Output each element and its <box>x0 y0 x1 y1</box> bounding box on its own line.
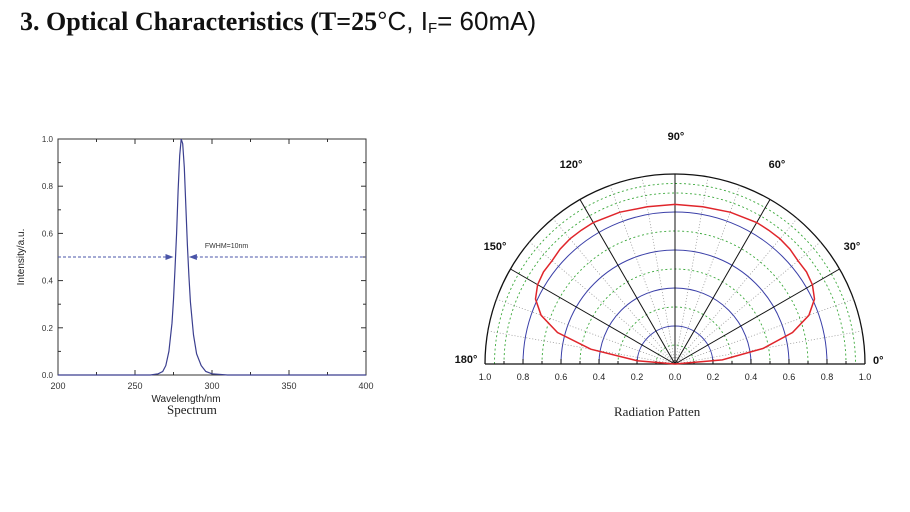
spectrum-line <box>58 138 366 376</box>
polar-radial-tick-label: 0.8 <box>517 372 530 382</box>
spectrum-y-axis-label: Intensity/a.u. <box>16 229 27 286</box>
polar-angle-label: 90° <box>668 131 685 143</box>
polar-angle-label: 180° <box>455 354 478 366</box>
polar-angle-label: 120° <box>560 159 583 171</box>
polar-radial-tick-label: 0.4 <box>593 372 606 382</box>
fwhm-left-arrow <box>165 254 174 260</box>
title-tail: = 60mA) <box>437 6 537 36</box>
polar-minor-ring <box>503 192 847 365</box>
radiation-pattern-line <box>534 203 816 365</box>
spectrum-y-tick-label: 0.0 <box>42 371 54 380</box>
polar-radial-tick-label: 0.0 <box>669 372 682 382</box>
polar-radial-tick-label: 0.8 <box>821 372 834 382</box>
polar-angle-label: 150° <box>484 241 507 253</box>
spectrum-x-tick-label: 400 <box>358 381 373 391</box>
polar-minor-spoke <box>674 241 821 365</box>
polar-minor-spoke <box>529 241 676 365</box>
polar-radial-tick-label: 0.2 <box>707 372 720 382</box>
spectrum-x-axis-label: Wavelength/nm <box>151 394 220 405</box>
spectrum-y-tick-label: 1.0 <box>42 135 54 144</box>
polar-minor-ring <box>617 306 733 365</box>
title-degree-unit: °C, I <box>377 6 428 36</box>
polar-minor-ring <box>494 183 856 365</box>
spectrum-x-tick-label: 300 <box>204 381 219 391</box>
spectrum-x-tick-label: 350 <box>281 381 296 391</box>
polar-radial-tick-label: 1.0 <box>859 372 872 382</box>
spectrum-y-tick-label: 0.8 <box>42 182 54 191</box>
spectrum-caption: Spectrum <box>167 402 217 417</box>
fwhm-right-arrow <box>188 254 197 260</box>
polar-major-spoke <box>674 199 771 365</box>
polar-radial-tick-label: 0.6 <box>555 372 568 382</box>
polar-radial-tick-label: 0.4 <box>745 372 758 382</box>
polar-minor-spoke <box>674 218 798 365</box>
polar-radial-tick-label: 0.2 <box>631 372 644 382</box>
fwhm-annotation: FWHM=10nm <box>205 243 249 250</box>
spectrum-x-tick-label: 250 <box>127 381 142 391</box>
spectrum-x-tick-label: 200 <box>50 381 65 391</box>
title-subscript: F <box>427 20 438 37</box>
polar-major-spoke <box>579 199 676 365</box>
spectrum-y-tick-label: 0.6 <box>42 229 54 238</box>
polar-radial-tick-label: 1.0 <box>479 372 492 382</box>
title-main: 3. Optical Characteristics (T=25 <box>20 7 378 36</box>
spectrum-y-tick-label: 0.2 <box>42 324 54 333</box>
polar-angle-label: 0° <box>873 355 884 367</box>
radiation-caption: Radiation Patten <box>614 404 701 419</box>
polar-radial-tick-label: 0.6 <box>783 372 796 382</box>
spectrum-y-tick-label: 0.4 <box>42 277 54 286</box>
page-title: 3. Optical Characteristics (T=25°C, IF= … <box>20 6 536 37</box>
polar-angle-label: 30° <box>844 241 861 253</box>
polar-angle-label: 60° <box>769 159 786 171</box>
